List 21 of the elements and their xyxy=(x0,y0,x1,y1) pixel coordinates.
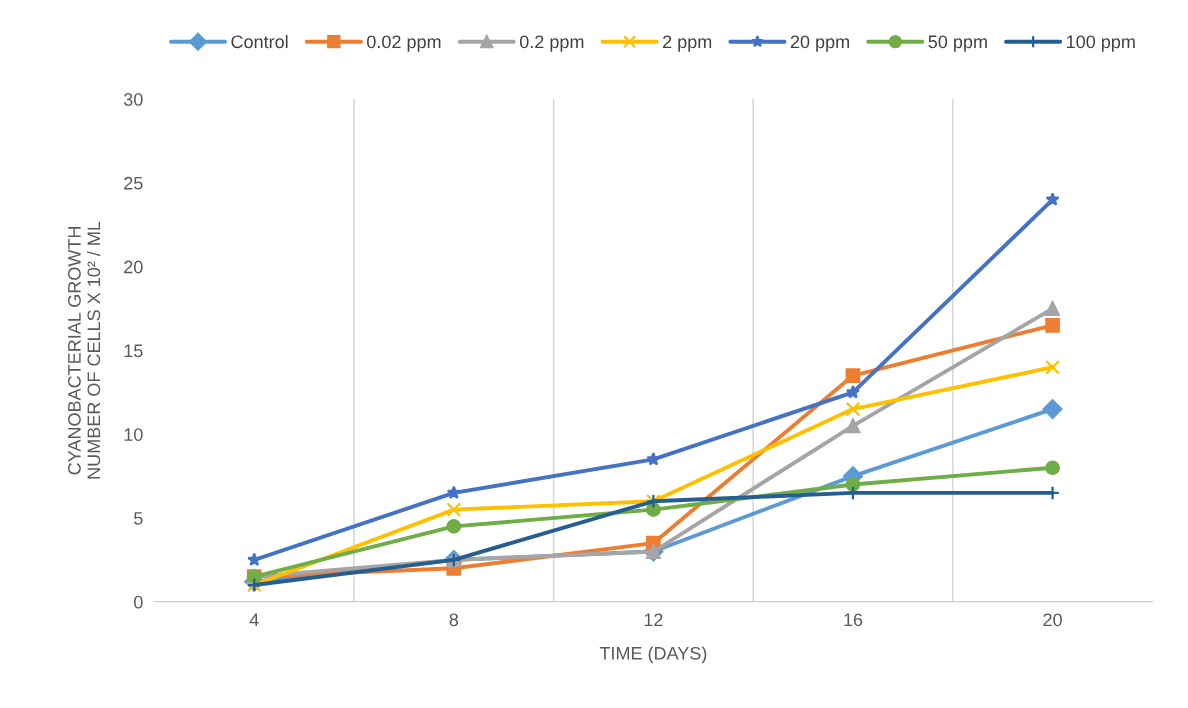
x-tick-label: 4 xyxy=(249,613,259,626)
x-axis-title: TIME (DAYS) xyxy=(599,646,707,664)
legend-label: 2 ppm xyxy=(663,35,712,52)
y-tick-label: 0 xyxy=(133,595,143,609)
legend-label: 50 ppm xyxy=(928,35,987,52)
y-tick-label: 25 xyxy=(124,176,143,190)
legend-label: 0.02 ppm xyxy=(367,35,441,52)
x-tick-label: 20 xyxy=(1043,613,1062,627)
x-tick-label: 16 xyxy=(844,613,863,627)
y-tick-label: 5 xyxy=(134,512,143,525)
legend-label: 100 ppm xyxy=(1067,35,1135,52)
y-tick-label: 15 xyxy=(124,344,143,358)
y-tick-label: 20 xyxy=(124,260,143,274)
x-tick-label: 8 xyxy=(449,613,459,627)
y-axis-title: CYANOBACTERIAL GROWTH NUMBER OF CELLS X 10² / ML xyxy=(68,221,101,479)
y-tick-label: 10 xyxy=(124,428,143,441)
legend-label: Control xyxy=(231,34,288,49)
legend-label: 0.2 ppm xyxy=(519,35,584,52)
y-tick-label: 30 xyxy=(123,93,143,106)
x-tick-label: 12 xyxy=(644,613,663,626)
legend-label: 20 ppm xyxy=(790,35,849,52)
